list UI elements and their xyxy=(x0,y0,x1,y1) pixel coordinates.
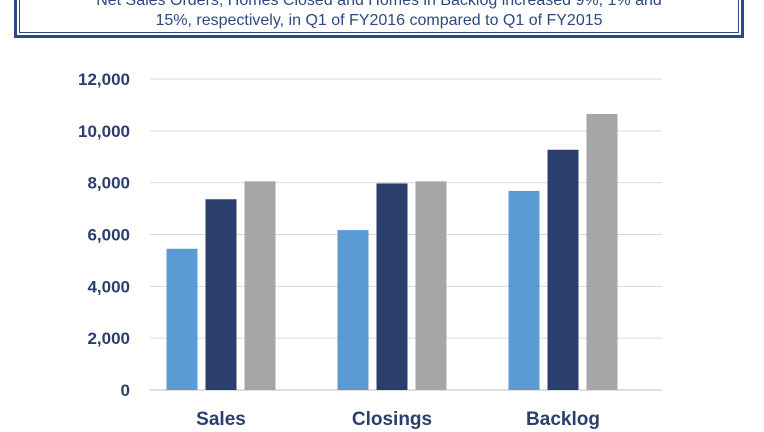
y-axis: 0 2,000 4,000 6,000 8,000 10,000 12,000 xyxy=(78,70,130,400)
y-tick-label: 12,000 xyxy=(78,70,130,89)
chart-title-banner: Net Sales Orders, Homes Closed and Homes… xyxy=(14,0,744,38)
bar-closings-series-2 xyxy=(376,183,408,390)
y-tick-label: 8,000 xyxy=(87,174,130,193)
bar-backlog-series-2 xyxy=(547,149,579,390)
bar-closings-series-1 xyxy=(337,230,369,390)
bar-sales-series-2 xyxy=(205,199,237,390)
bar-sales-series-3 xyxy=(244,181,276,390)
x-tick-label: Closings xyxy=(352,409,432,430)
bar-backlog-series-1 xyxy=(508,190,540,390)
y-tick-label: 10,000 xyxy=(78,122,130,141)
y-tick-label: 6,000 xyxy=(87,226,130,245)
bar-closings-series-3 xyxy=(415,181,447,390)
bar-sales-series-1 xyxy=(166,248,198,390)
banner-line-1: Net Sales Orders, Homes Closed and Homes… xyxy=(96,0,662,9)
y-tick-label: 4,000 xyxy=(87,277,130,296)
x-axis: Sales Closings Backlog xyxy=(196,409,600,430)
x-tick-label: Sales xyxy=(196,409,246,430)
bar-backlog-series-3 xyxy=(586,113,618,391)
bar-series xyxy=(166,113,618,391)
y-tick-label: 2,000 xyxy=(87,329,130,348)
y-tick-label: 0 xyxy=(121,381,130,400)
x-tick-label: Backlog xyxy=(526,409,600,430)
banner-line-2: 15%, respectively, in Q1 of FY2016 compa… xyxy=(155,12,603,29)
